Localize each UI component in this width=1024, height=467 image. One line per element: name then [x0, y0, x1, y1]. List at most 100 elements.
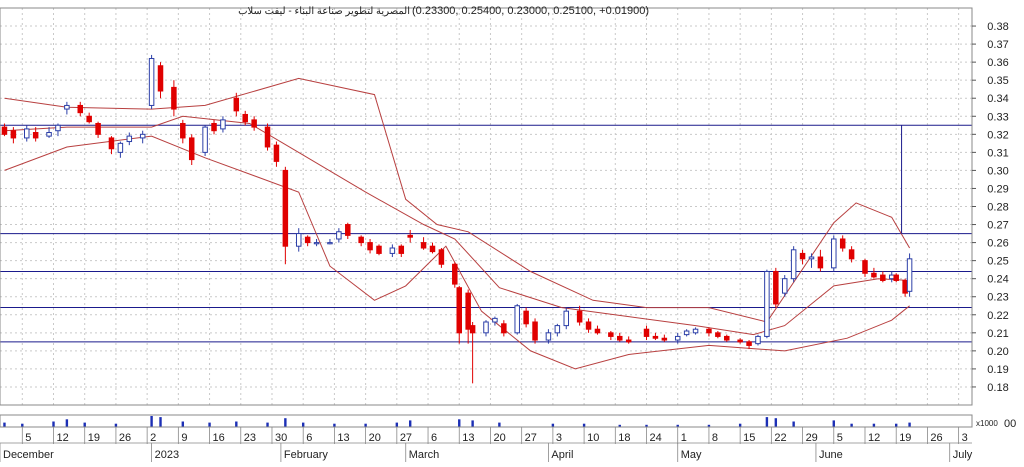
candle-body [452, 263, 458, 285]
candle [117, 141, 124, 158]
candle-body [594, 328, 601, 334]
candle-body [532, 321, 538, 341]
month-label: December [3, 449, 54, 461]
candle [108, 136, 115, 155]
candle [715, 331, 721, 339]
candle-body [545, 332, 552, 341]
candle [871, 267, 877, 279]
candle [554, 323, 561, 337]
candle-body [139, 133, 146, 139]
candle [746, 340, 752, 350]
chart-title: المصرية لتطوير صناعة البناء - ليفت سلاب [238, 6, 410, 17]
candle-body [32, 132, 39, 139]
volume-bar [266, 422, 269, 427]
candle-body [862, 260, 868, 274]
x-tick-label: 6 [306, 432, 312, 444]
volume-bar [792, 421, 795, 427]
candle-body [585, 321, 592, 330]
candle [906, 253, 913, 297]
candle [126, 132, 133, 146]
candle [501, 320, 507, 337]
candle-body [808, 256, 815, 260]
month-label: March [409, 449, 440, 461]
candle-body [523, 310, 529, 325]
candle [617, 332, 623, 342]
candle [469, 321, 476, 384]
candle [407, 229, 413, 243]
candle-body [95, 122, 101, 135]
x-tick-label: 15 [743, 432, 755, 444]
candle [367, 238, 373, 254]
volume-bar [83, 422, 86, 427]
candle [625, 336, 632, 344]
volume-bar [208, 422, 211, 427]
candle-body [755, 335, 761, 345]
candle-body [46, 132, 52, 137]
candle [465, 289, 471, 344]
candle-body [692, 328, 699, 334]
candle [304, 235, 311, 247]
candle [264, 123, 271, 151]
y-tick-label: 0.30 [987, 165, 1008, 177]
volume-bar [235, 421, 238, 427]
candle-body [148, 58, 155, 106]
candle-body [24, 128, 30, 139]
candle [880, 271, 886, 283]
volume-bar [738, 423, 742, 427]
y-tick-label: 0.36 [987, 57, 1008, 69]
candle [608, 331, 614, 341]
candle-body [55, 124, 61, 132]
candle-body [86, 115, 92, 123]
candle [848, 246, 855, 263]
candle [764, 269, 770, 339]
candle-body [117, 142, 124, 153]
candle-body [180, 122, 186, 139]
candle-body [264, 126, 271, 148]
candle-body [211, 122, 217, 132]
candle-body [643, 328, 650, 337]
candle [376, 244, 382, 256]
candle-body [345, 224, 351, 236]
candle [902, 278, 908, 297]
candle [389, 244, 396, 258]
candle-body [313, 242, 320, 245]
volume-panel-frame [0, 414, 973, 428]
candle-body [327, 242, 333, 245]
candle-body [465, 292, 471, 330]
candle-body [358, 236, 364, 244]
candle-body [233, 97, 240, 112]
candle [831, 235, 837, 272]
x-tick-label: 16 [213, 432, 225, 444]
candle [202, 125, 208, 156]
candle-body [617, 335, 623, 341]
volume-bar [774, 418, 778, 427]
candle [139, 130, 146, 144]
candle [429, 242, 436, 254]
y-tick-label: 0.33 [987, 111, 1008, 123]
candle-body [848, 249, 855, 260]
candle [661, 334, 668, 342]
candle-body [871, 272, 877, 278]
candle [674, 332, 681, 344]
candle-body [746, 341, 752, 346]
month-label: July [953, 449, 973, 461]
y-tick-label: 0.25 [987, 256, 1008, 268]
candle-body [407, 234, 413, 238]
volume-bar [3, 422, 6, 427]
candle [492, 316, 498, 326]
candle-body [906, 258, 913, 292]
y-tick-label: 0.22 [987, 310, 1008, 322]
y-tick-label: 0.26 [987, 238, 1008, 250]
x-tick-label: 2 [150, 432, 156, 444]
y-tick-label: 0.19 [987, 364, 1008, 376]
candle [313, 238, 320, 247]
x-tick-label: 26 [119, 432, 131, 444]
candle [643, 325, 650, 341]
x-tick-label: 19 [899, 432, 911, 444]
candle [148, 54, 155, 110]
volume-bar [21, 423, 24, 427]
x-tick-label: 27 [400, 432, 412, 444]
candle [483, 320, 489, 337]
